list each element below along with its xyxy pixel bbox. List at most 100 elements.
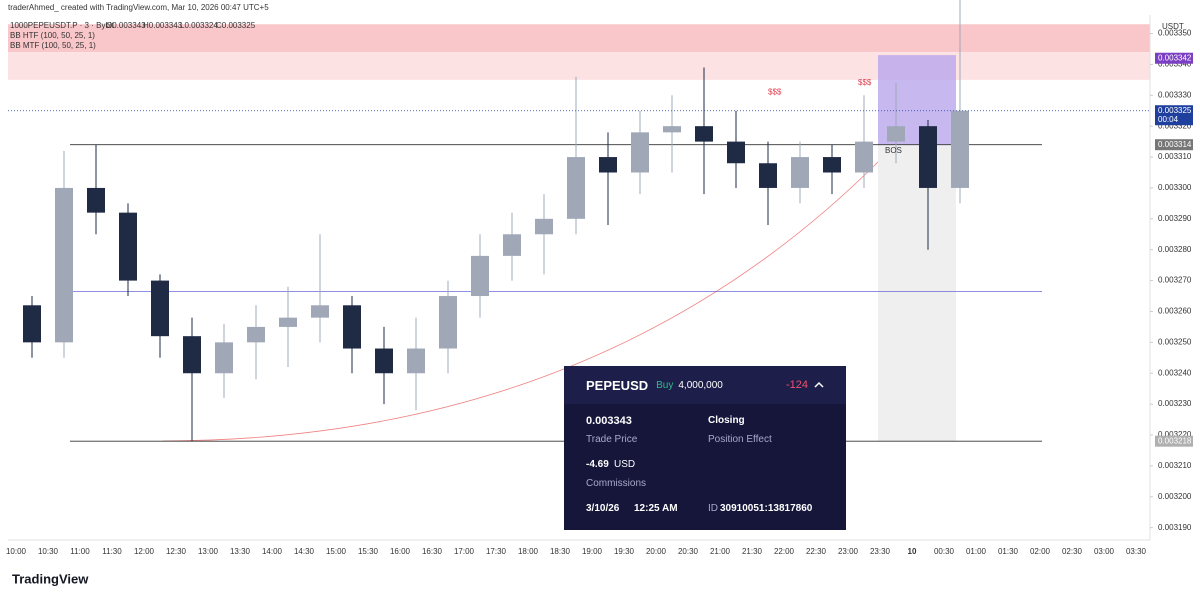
price-tag: [1155, 435, 1193, 447]
trade-side: Buy: [656, 379, 674, 391]
countdown: 00:04: [1158, 115, 1179, 124]
candle-body: [791, 157, 809, 188]
position-risk: [878, 144, 956, 442]
x-tick-label: 22:00: [774, 547, 795, 556]
candle-body: [759, 163, 777, 188]
x-tick-label: 16:00: [390, 547, 411, 556]
ohlc-low: L0.003324: [180, 21, 218, 30]
y-tick-label: 0.003240: [1158, 368, 1192, 377]
candle-body: [823, 157, 841, 173]
y-tick-label: 0.003190: [1158, 523, 1192, 532]
x-tick-label: 20:30: [678, 547, 699, 556]
y-tick-label: 0.003300: [1158, 183, 1192, 192]
currency: USDT: [1162, 22, 1184, 31]
candle-body: [215, 342, 233, 374]
price-tag-label: 0.003218: [1158, 436, 1192, 445]
price-tag-label: 0.003314: [1158, 140, 1192, 149]
bos-label: BOS: [885, 146, 902, 155]
y-tick-label: 0.003290: [1158, 214, 1192, 223]
candle-body: [407, 348, 425, 374]
ohlc-high: H0.003343: [143, 21, 183, 30]
x-tick-label: 17:00: [454, 547, 475, 556]
y-tick-label: 0.003220: [1158, 430, 1192, 439]
label: Position Effect: [708, 434, 772, 445]
y-tick-label: 0.003320: [1158, 121, 1192, 130]
candle-body: [151, 280, 169, 337]
candle-body: [343, 305, 361, 349]
brand: TradingView: [12, 571, 89, 586]
curve: [162, 159, 881, 442]
x-tick-label: 12:00: [134, 547, 155, 556]
label: ID: [708, 503, 718, 514]
x-tick-label: 13:00: [198, 547, 219, 556]
y-tick-label: 0.003250: [1158, 337, 1192, 346]
chevron: [814, 381, 824, 388]
candle-body: [247, 326, 265, 343]
x-tick-label: 11:00: [70, 547, 90, 556]
candle-body: [631, 132, 649, 173]
candle-body: [695, 126, 713, 142]
trade-popup: PEPEUSD Buy 4,000,000 -124 0.003343 Trad…: [564, 366, 846, 530]
x-tick-label: 12:30: [166, 547, 187, 556]
price-tag-label: 0.003325: [1158, 106, 1192, 115]
x-tick-label: 14:30: [294, 547, 315, 556]
x-tick-label: 23:30: [870, 547, 891, 556]
x-tick-label: 02:00: [1030, 547, 1051, 556]
label: Trade Price: [586, 434, 638, 445]
x-tick-label: 16:30: [422, 547, 443, 556]
x-tick-label: 10:00: [6, 547, 27, 556]
trade-time: 12:25 AM: [634, 503, 678, 514]
candle-body: [439, 296, 457, 349]
y-tick-label: 0.003350: [1158, 29, 1192, 38]
candle-body: [311, 305, 329, 318]
candle-body: [55, 187, 73, 343]
indicator: BB HTF (100, 50, 25, 1): [10, 31, 95, 40]
trade-header[interactable]: PEPEUSD Buy 4,000,000 -124: [564, 366, 846, 404]
candle-body: [567, 157, 585, 219]
y-tick-label: 0.003330: [1158, 90, 1192, 99]
candle-body: [503, 234, 521, 256]
commission-unit: USD: [614, 459, 636, 470]
price-tag: [1155, 139, 1193, 151]
x-tick-label: 15:00: [326, 547, 347, 556]
candle-body: [87, 187, 105, 213]
y-tick-label: 0.003200: [1158, 492, 1192, 501]
x-tick-label: 03:30: [1126, 547, 1147, 556]
liquidity-label: $$$: [858, 78, 872, 87]
x-tick-label: 10:30: [38, 547, 59, 556]
label: Commissions: [586, 478, 647, 489]
trade-pnl: -124: [785, 379, 808, 391]
candle-body: [599, 157, 617, 173]
y-tick-label: 0.003340: [1158, 60, 1192, 69]
x-tick-label: 15:30: [358, 547, 379, 556]
commission: -4.69: [586, 459, 609, 470]
x-tick-label: 11:30: [102, 547, 122, 556]
ohlc-close: C0.003325: [216, 21, 256, 30]
candle-body: [375, 348, 393, 374]
x-tick-label: 21:00: [710, 547, 731, 556]
candle-body: [951, 110, 969, 188]
x-tick-label: 10: [908, 547, 917, 556]
zone: [8, 52, 1150, 80]
y-tick-label: 0.003310: [1158, 152, 1192, 161]
price-tag: [1155, 52, 1193, 64]
candle-body: [119, 212, 137, 281]
y-tick-label: 0.003260: [1158, 307, 1192, 316]
candle-body: [727, 141, 745, 164]
y-tick-label: 0.003210: [1158, 461, 1192, 470]
x-tick-label: 01:00: [966, 547, 987, 556]
x-tick-label: 13:30: [230, 547, 251, 556]
x-tick-label: 22:30: [806, 547, 827, 556]
x-tick-label: 17:30: [486, 547, 507, 556]
trade-price: 0.003343: [586, 415, 632, 427]
x-tick-label: 19:30: [614, 547, 635, 556]
x-tick-label: 03:00: [1094, 547, 1115, 556]
trade-qty: 4,000,000: [678, 379, 723, 391]
candle-body: [887, 126, 905, 142]
ohlc-open: O0.003343: [106, 21, 146, 30]
price-tag: [1155, 105, 1193, 126]
y-tick-label: 0.003230: [1158, 399, 1192, 408]
symbol-line: 1000PEPEUSDT.P · 3 · Bybit: [10, 21, 115, 30]
